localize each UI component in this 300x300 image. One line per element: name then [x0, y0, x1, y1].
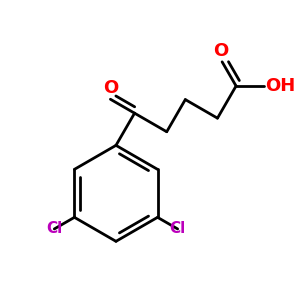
Text: O: O	[213, 42, 228, 60]
Text: OH: OH	[266, 77, 296, 95]
Text: Cl: Cl	[169, 221, 186, 236]
Text: O: O	[103, 79, 118, 97]
Text: Cl: Cl	[46, 221, 62, 236]
